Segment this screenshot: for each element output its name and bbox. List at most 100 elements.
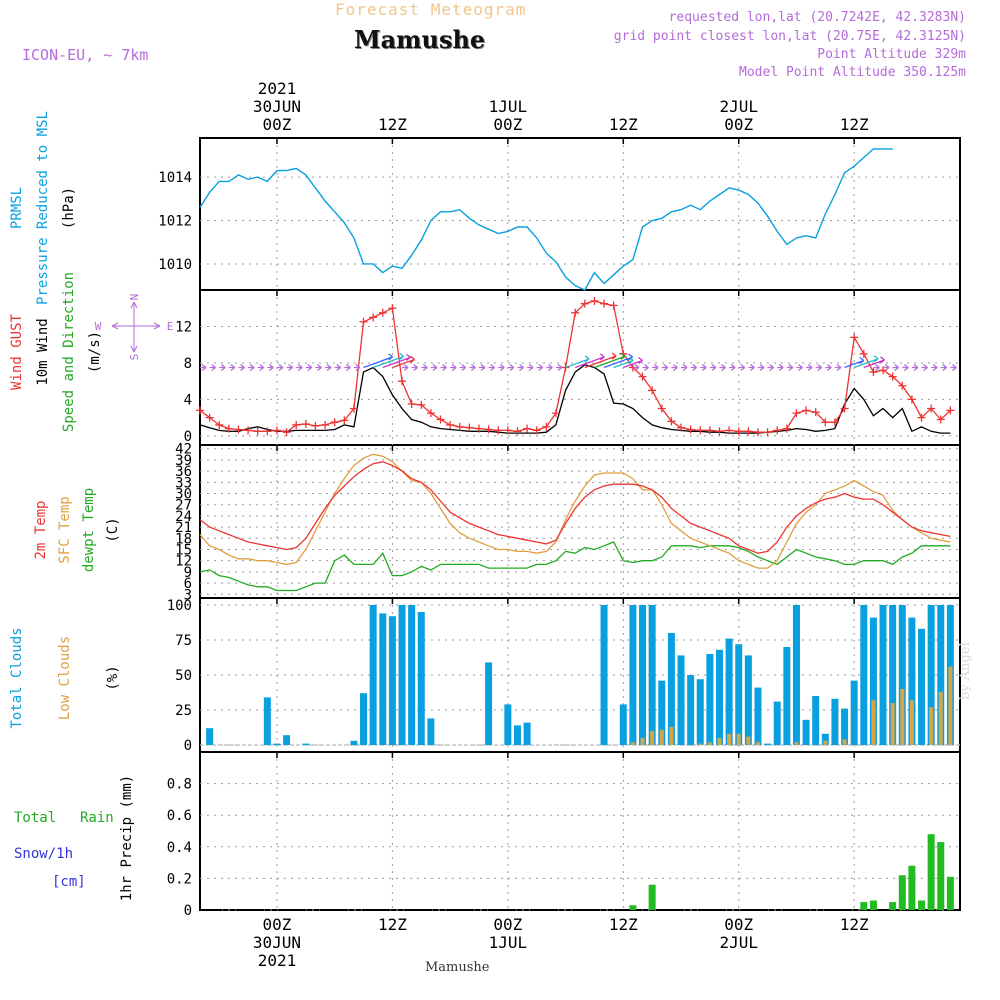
total-cloud-bar: [927, 605, 935, 745]
rain-bar: [898, 875, 906, 910]
wind-direction-arrow: [690, 363, 698, 372]
gust-marker: [330, 418, 339, 427]
gust-marker: [571, 308, 580, 317]
gust-marker: [215, 420, 224, 429]
total-cloud-bar: [850, 680, 858, 745]
grid-point-coords: grid point closest lon,lat (20.75E, 42.3…: [613, 29, 966, 44]
total-cloud-bar: [427, 718, 435, 745]
wind-direction-arrow: [700, 363, 707, 372]
top-time-label: 00Z: [724, 115, 753, 134]
total-cloud-bar: [783, 647, 791, 745]
gust-marker: [677, 423, 686, 432]
total-cloud-bar: [388, 616, 396, 745]
gust-marker: [744, 427, 753, 436]
gust-marker: [936, 415, 945, 424]
wind-direction-arrow: [873, 363, 880, 372]
total-cloud-bar: [398, 605, 406, 745]
gust-marker: [551, 409, 560, 418]
bottom-time-label: 30JUN: [253, 933, 301, 952]
wind-direction-arrow: [488, 363, 495, 372]
gust-marker: [725, 426, 734, 435]
rain-bar: [918, 900, 926, 910]
wind-direction-arrow: [382, 353, 411, 369]
gust-marker: [523, 424, 532, 433]
panel-axis-label: dewpt Temp: [81, 487, 97, 573]
y-tick-label: 21: [175, 520, 192, 536]
gust-marker: [311, 421, 320, 430]
footer-location: Mamushe: [425, 960, 490, 975]
gust-marker: [667, 417, 676, 426]
y-tick-label: 1014: [158, 170, 192, 186]
total-cloud-bar: [350, 740, 358, 745]
y-tick-label: 15: [175, 542, 192, 558]
wind-direction-arrow: [536, 363, 544, 372]
y-tick-label: 1012: [158, 214, 192, 230]
wind-direction-arrow: [305, 363, 313, 372]
gust-marker: [532, 426, 541, 435]
wind-direction-arrow: [950, 363, 957, 372]
low-cloud-bar: [823, 740, 828, 745]
rain-bar: [648, 884, 656, 910]
wind-direction-arrow: [430, 363, 438, 372]
total-cloud-bar: [639, 605, 647, 745]
wind-direction-arrow: [661, 363, 669, 372]
gust-marker: [244, 426, 253, 435]
wind-direction-arrow: [363, 353, 394, 369]
top-time-label: 00Z: [493, 115, 522, 134]
gust-marker: [292, 420, 301, 429]
bottom-time-label: 2JUL: [719, 933, 758, 952]
gust-marker: [263, 427, 272, 436]
y-tick-label: 0: [184, 738, 192, 754]
forecast-label: Forecast Meteogram: [335, 0, 527, 19]
gust-marker: [436, 415, 445, 424]
wind-direction-arrow: [469, 363, 476, 372]
low-cloud-bar: [707, 742, 712, 745]
compass-e-label: E: [167, 320, 174, 333]
top-time-label: 00Z: [263, 115, 292, 134]
wind-direction-arrow: [344, 363, 351, 372]
total-cloud-bar: [513, 725, 521, 745]
rain-bar: [869, 900, 877, 910]
gust-marker: [850, 333, 859, 342]
low-cloud-bar: [727, 733, 732, 745]
wind-direction-arrow: [411, 363, 419, 372]
y-tick-label: 9: [184, 565, 192, 581]
wind-direction-arrow: [546, 363, 553, 372]
low-cloud-bar: [669, 726, 674, 745]
low-cloud-bar: [640, 738, 645, 745]
gust-marker: [484, 425, 493, 434]
wind-direction-arrow: [219, 363, 226, 372]
total-cloud-bar: [725, 638, 733, 745]
wind-direction-arrow: [738, 363, 746, 372]
wind-direction-arrow: [748, 363, 755, 372]
wind-direction-arrow: [276, 363, 284, 372]
wind-direction-arrow: [729, 363, 736, 372]
wind-direction-arrow: [315, 363, 322, 372]
wind-direction-arrow: [209, 363, 217, 372]
wind-direction-arrow: [931, 363, 938, 372]
gust-marker: [638, 372, 647, 381]
gust-marker: [802, 406, 811, 415]
wind-direction-arrow: [478, 363, 486, 372]
total-cloud-bar: [821, 733, 829, 745]
wind-direction-arrow: [921, 363, 928, 372]
y-tick-label: 12: [175, 319, 192, 335]
rain-bar: [889, 902, 897, 910]
wind-direction-arrow: [825, 363, 832, 372]
wind-direction-arrow: [806, 363, 813, 372]
wind-direction-arrow: [450, 363, 457, 372]
total-cloud-bar: [715, 649, 723, 745]
gust-marker: [705, 426, 714, 435]
wind-direction-arrow: [555, 363, 563, 372]
low-cloud-bar: [755, 742, 760, 745]
gust-marker: [898, 381, 907, 390]
wind-direction-arrow: [498, 363, 505, 372]
top-time-label: 1JUL: [489, 97, 528, 116]
wind-direction-arrow: [892, 363, 900, 372]
gust-marker: [398, 377, 407, 386]
low-cloud-bar: [698, 743, 703, 745]
wind-direction-arrow: [296, 363, 303, 372]
y-tick-label: 100: [167, 598, 192, 614]
total-cloud-bar: [687, 675, 695, 745]
